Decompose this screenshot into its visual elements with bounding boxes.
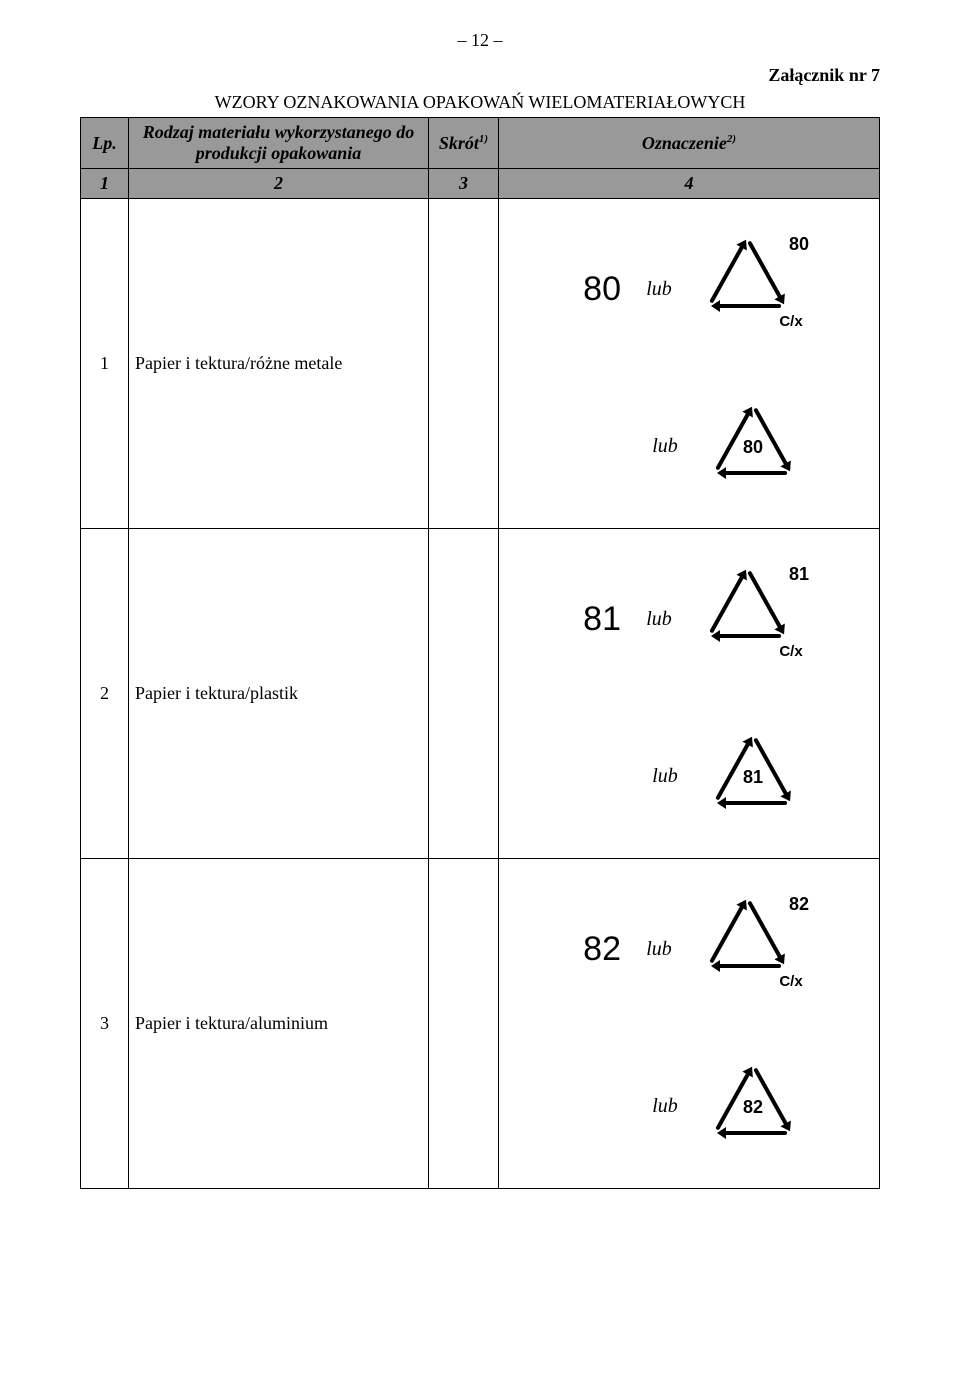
table-row: 1 Papier i tektura/różne metale 80 lub 8… — [81, 199, 880, 529]
recycle-triangle-with-code-icon: 80 C/x — [697, 230, 817, 348]
lub-text: lub — [639, 938, 679, 961]
table-subheader-row: 1 2 3 4 — [81, 169, 880, 199]
page-title: WZORY OZNAKOWANIA OPAKOWAŃ WIELOMATERIAŁ… — [80, 92, 880, 113]
table-row: 3 Papier i tektura/aluminium 82 lub 82 C/… — [81, 859, 880, 1189]
page-number: – 12 – — [80, 30, 880, 51]
lub-text: lub — [645, 435, 685, 458]
marking-code-number: 80 — [561, 270, 621, 309]
recycle-triangle-icon: 81 — [703, 727, 823, 827]
header-material: Rodzaj materiału wykorzystanego do produ… — [129, 118, 429, 169]
cell-lp: 1 — [81, 199, 129, 529]
lub-text: lub — [639, 278, 679, 301]
subheader-3: 3 — [429, 169, 499, 199]
cell-material: Papier i tektura/aluminium — [129, 859, 429, 1189]
cell-oznaczenie: 82 lub 82 C/x lub 82 — [499, 859, 880, 1189]
annex-label: Załącznik nr 7 — [80, 65, 880, 86]
svg-text:81: 81 — [789, 564, 809, 584]
cell-material: Papier i tektura/różne metale — [129, 199, 429, 529]
recycle-triangle-icon: 80 — [703, 397, 823, 497]
lub-text: lub — [645, 1095, 685, 1118]
svg-text:C/x: C/x — [779, 313, 803, 330]
header-oznaczenie: Oznaczenie2) — [499, 118, 880, 169]
svg-text:80: 80 — [789, 234, 809, 254]
table-header-row: Lp. Rodzaj materiału wykorzystanego do p… — [81, 118, 880, 169]
header-skrot-text: Skrót — [439, 133, 479, 153]
cell-lp: 3 — [81, 859, 129, 1189]
cell-skrot — [429, 199, 499, 529]
cell-material: Papier i tektura/plastik — [129, 529, 429, 859]
svg-text:C/x: C/x — [779, 643, 803, 660]
svg-text:82: 82 — [789, 894, 809, 914]
cell-lp: 2 — [81, 529, 129, 859]
cell-oznaczenie: 81 lub 81 C/x lub 81 — [499, 529, 880, 859]
svg-text:C/x: C/x — [779, 973, 803, 990]
cell-skrot — [429, 859, 499, 1189]
header-skrot: Skrót1) — [429, 118, 499, 169]
header-lp: Lp. — [81, 118, 129, 169]
subheader-2: 2 — [129, 169, 429, 199]
subheader-1: 1 — [81, 169, 129, 199]
lub-text: lub — [639, 608, 679, 631]
marking-code-number: 82 — [561, 930, 621, 969]
svg-text:82: 82 — [743, 1097, 763, 1117]
lub-text: lub — [645, 765, 685, 788]
svg-text:80: 80 — [743, 437, 763, 457]
table-row: 2 Papier i tektura/plastik 81 lub 81 C/x … — [81, 529, 880, 859]
materials-table: Lp. Rodzaj materiału wykorzystanego do p… — [80, 117, 880, 1189]
header-skrot-sup: 1) — [479, 133, 488, 145]
recycle-triangle-with-code-icon: 82 C/x — [697, 890, 817, 1008]
cell-skrot — [429, 529, 499, 859]
recycle-triangle-icon: 82 — [703, 1057, 823, 1157]
header-oznaczenie-sup: 2) — [727, 133, 736, 145]
svg-text:81: 81 — [743, 767, 763, 787]
cell-oznaczenie: 80 lub 80 C/x lub 80 — [499, 199, 880, 529]
marking-code-number: 81 — [561, 600, 621, 639]
header-oznaczenie-text: Oznaczenie — [642, 133, 727, 153]
subheader-4: 4 — [499, 169, 880, 199]
recycle-triangle-with-code-icon: 81 C/x — [697, 560, 817, 678]
